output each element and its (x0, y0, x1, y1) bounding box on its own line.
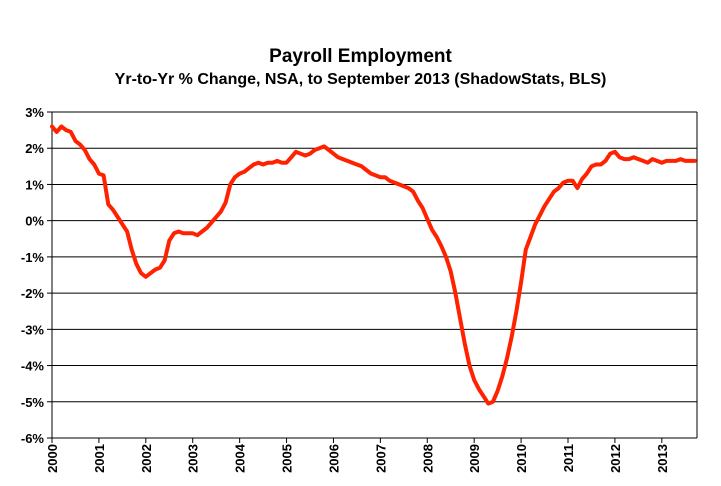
x-tick-label: 2012 (608, 444, 623, 473)
chart-title: Payroll Employment (269, 46, 452, 67)
y-tick-label: 1% (25, 177, 44, 192)
x-tick-label: 2002 (139, 444, 154, 473)
x-tick-label: 2003 (186, 444, 201, 473)
series-line (50, 124, 697, 406)
y-tick-label: -2% (21, 286, 45, 301)
x-tick-label: 2008 (420, 444, 435, 473)
y-tick-label: 0% (25, 214, 44, 229)
x-tick-label: 2000 (45, 444, 60, 473)
y-tick-label: 3% (25, 105, 44, 120)
y-tick-label: -4% (21, 359, 45, 374)
y-tick-label: -3% (21, 322, 45, 337)
x-tick-label: 2001 (92, 444, 107, 473)
x-tick-label: 2007 (373, 444, 388, 473)
x-tick-label: 2011 (561, 444, 576, 472)
x-tick-label: 2010 (514, 444, 529, 473)
x-tick-label: 2005 (280, 444, 295, 473)
y-tick-label: -5% (21, 395, 45, 410)
x-tick-label: 2006 (326, 444, 341, 473)
y-tick-label: -6% (21, 431, 45, 446)
x-tick-label: 2009 (467, 444, 482, 473)
series-layer (50, 124, 697, 406)
x-tick-label: 2004 (233, 443, 248, 473)
chart-subtitle: Yr-to-Yr % Change, NSA, to September 201… (114, 71, 607, 88)
y-tick-label: -1% (21, 250, 45, 265)
grid-layer (52, 111, 697, 439)
axis-layer (47, 111, 698, 443)
tick-label-layer: 3% 2% 1% 0% -1% -2% -3% -4% -5% -6%2000 2001 2002 20… (21, 105, 670, 473)
y-tick-label: 2% (25, 141, 44, 156)
x-tick-label: 2013 (655, 444, 670, 473)
